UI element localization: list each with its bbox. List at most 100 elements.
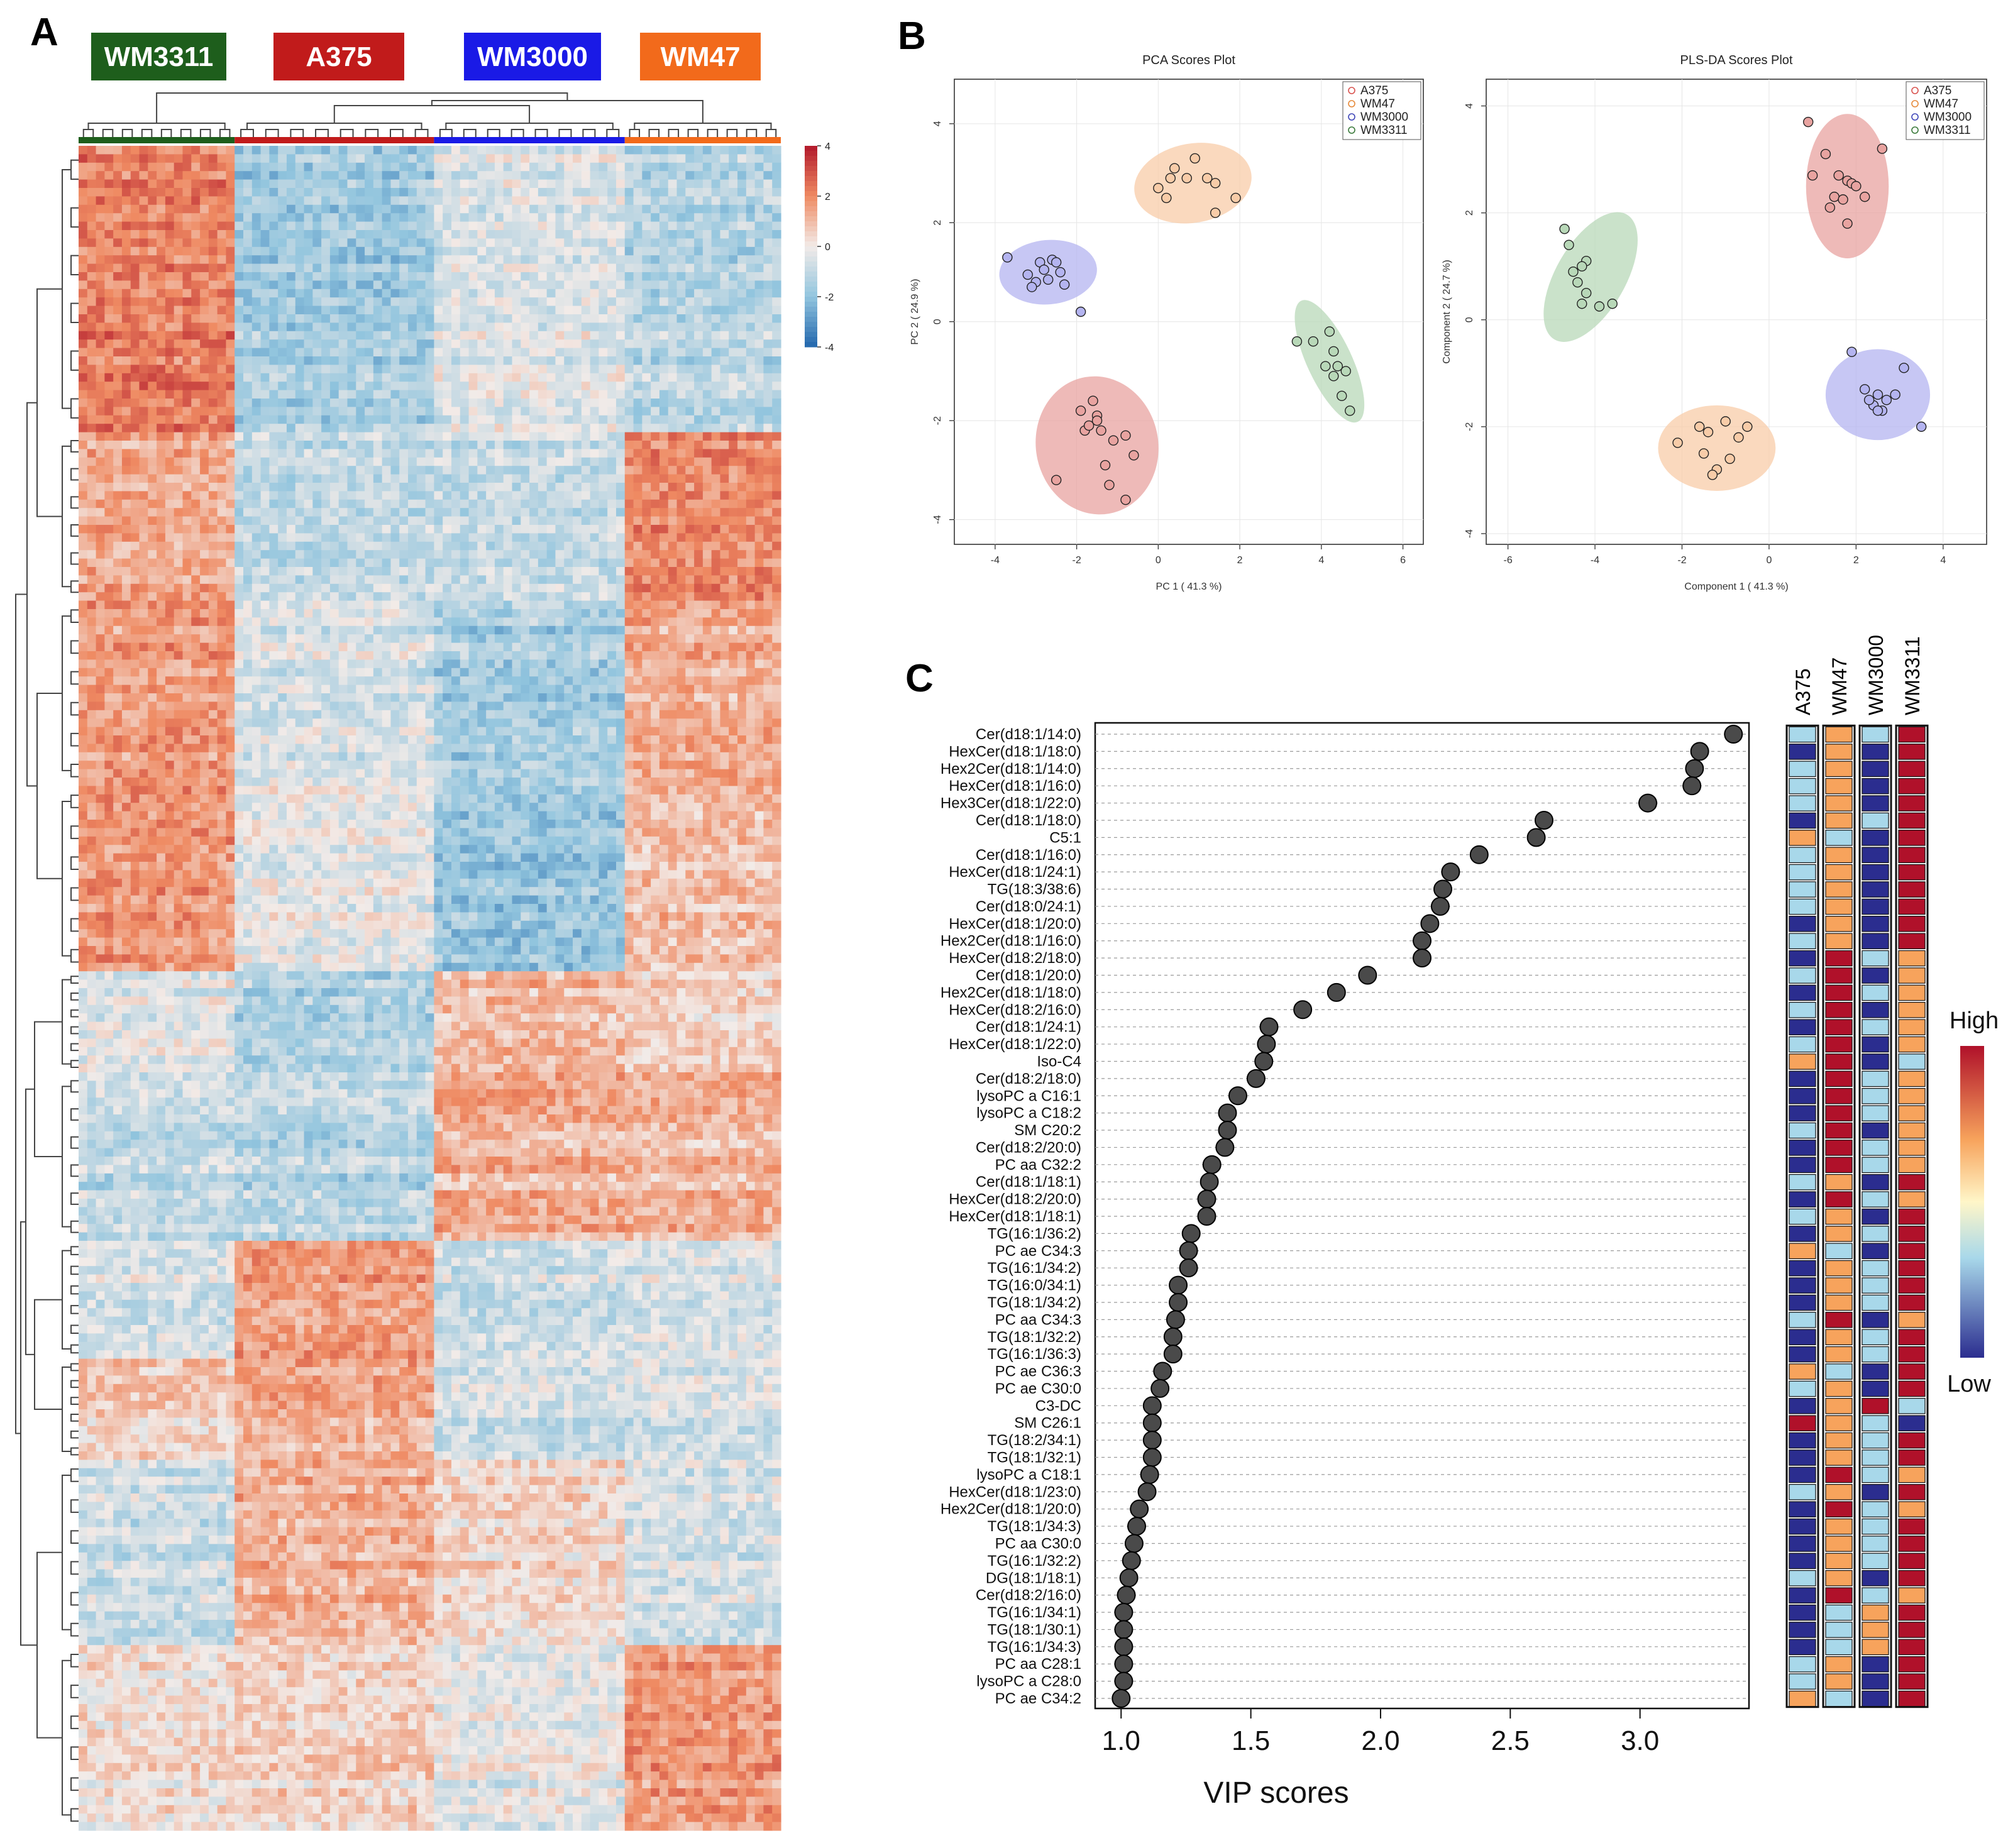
heatmap-cell [182, 213, 192, 223]
heatmap-cell [104, 583, 114, 593]
heatmap-cell [373, 272, 383, 281]
heatmap-cell [130, 297, 140, 307]
heatmap-cell [607, 617, 617, 627]
heatmap-cell [659, 272, 669, 281]
heatmap-cell [711, 508, 721, 517]
heatmap-cell [685, 432, 695, 441]
heatmap-cell [182, 289, 192, 298]
heatmap-cell [321, 575, 331, 585]
heatmap-cell [217, 508, 227, 517]
heatmap-cell [451, 314, 461, 323]
heatmap-cell [633, 171, 643, 180]
heatmap-cell [486, 154, 495, 163]
heatmap-cell [304, 297, 313, 307]
dendrogram-branch [687, 129, 699, 137]
heatmap-cell [278, 600, 287, 610]
heatmap-cell [720, 365, 729, 374]
heatmap-cell [226, 617, 235, 627]
heatmap-cell [521, 575, 530, 585]
heatmap-cell [130, 339, 140, 349]
heatmap-cell [555, 179, 565, 189]
heatmap-cell [390, 634, 400, 644]
heatmap-cell [512, 508, 521, 517]
heatmap-cell [174, 491, 184, 500]
heatmap-cell [468, 272, 478, 281]
heatmap-cell [486, 230, 495, 239]
heatmap-cell [546, 499, 556, 509]
heatmap-cell [581, 314, 591, 323]
heatmap-cell [113, 162, 123, 172]
heatmap-cell [87, 466, 97, 475]
heatmap-cell [573, 424, 582, 433]
heatmap-cell [200, 280, 209, 290]
heatmap-cell [356, 305, 365, 315]
heatmap-cell [208, 289, 218, 298]
heatmap-cell [746, 339, 756, 349]
heatmap-cell [503, 238, 513, 248]
heatmap-cell [711, 213, 721, 223]
heatmap-cell [365, 188, 374, 197]
heatmap-cell [659, 213, 669, 223]
heatmap-cell [468, 171, 478, 180]
heatmap-cell [312, 508, 322, 517]
heatmap-cell [347, 457, 356, 466]
heatmap-cell [182, 331, 192, 340]
heatmap-cell [676, 263, 686, 273]
heatmap-cell [546, 634, 556, 644]
heatmap-cell [382, 474, 392, 483]
heatmap-cell [408, 146, 417, 155]
heatmap-cell [581, 491, 591, 500]
heatmap-cell [659, 499, 669, 509]
heatmap-cell [295, 516, 305, 525]
heatmap-cell [503, 213, 513, 223]
heatmap-cell [772, 204, 781, 214]
dendrogram-branch [70, 1043, 79, 1052]
heatmap-cell [642, 499, 651, 509]
heatmap-cell [79, 263, 88, 273]
heatmap-cell [633, 146, 643, 155]
heatmap-cell [607, 289, 617, 298]
heatmap-cell [685, 592, 695, 602]
heatmap-cell [165, 365, 175, 374]
heatmap-cell [347, 305, 356, 315]
heatmap-cell [356, 373, 365, 382]
heatmap-cell [260, 499, 270, 509]
heatmap-cell [399, 196, 409, 206]
heatmap-cell [338, 289, 348, 298]
heatmap-cell [720, 382, 729, 391]
heatmap-cell [200, 415, 209, 424]
heatmap-cell [234, 297, 244, 307]
heatmap-cell [581, 188, 591, 197]
heatmap-cell [494, 356, 504, 365]
heatmap-cell [338, 339, 348, 349]
heatmap-cell [676, 516, 686, 525]
heatmap-cell [642, 415, 651, 424]
heatmap-cell [191, 399, 201, 407]
heatmap-cell [200, 297, 209, 307]
heatmap-cell [555, 373, 565, 382]
heatmap-cell [295, 373, 305, 382]
heatmap-cell [113, 339, 123, 349]
heatmap-cell [443, 339, 452, 349]
heatmap-cell [729, 162, 738, 172]
heatmap-cell [165, 525, 175, 534]
heatmap-cell [329, 457, 339, 466]
heatmap-cell [87, 558, 97, 568]
heatmap-cell [87, 449, 97, 458]
heatmap-cell [546, 382, 556, 391]
heatmap-cell [113, 204, 123, 214]
heatmap-cell [676, 441, 686, 449]
heatmap-cell [382, 583, 392, 593]
heatmap-cell [356, 188, 365, 197]
heatmap-cell [659, 432, 669, 441]
heatmap-cell [564, 146, 573, 155]
heatmap-cell [191, 204, 201, 214]
heatmap-cell [234, 617, 244, 627]
heatmap-cell [347, 280, 356, 290]
heatmap-cell [607, 146, 617, 155]
heatmap-cell [538, 390, 548, 399]
heatmap-cell [503, 356, 513, 365]
heatmap-cell [521, 407, 530, 416]
heatmap-cell [260, 441, 270, 449]
heatmap-cell [477, 415, 487, 424]
